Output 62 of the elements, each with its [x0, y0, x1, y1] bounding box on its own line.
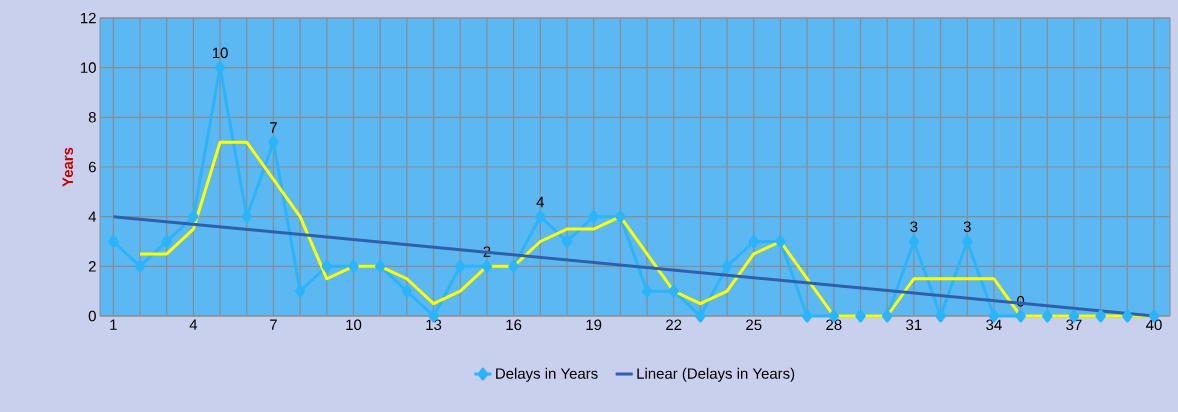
point: [908, 235, 920, 248]
x-tick-label: 28: [826, 319, 842, 331]
data-label: 3: [910, 221, 918, 232]
point: [401, 284, 413, 298]
x-tick-label: 22: [666, 319, 682, 330]
point: [881, 309, 893, 323]
x-tick-label: 1: [110, 319, 117, 330]
x-tick-label: 13: [426, 319, 442, 331]
point: [454, 259, 466, 273]
point: [188, 210, 199, 224]
data-label: 10: [212, 47, 228, 59]
x-tick-label: 31: [906, 319, 922, 331]
point: [1015, 309, 1026, 323]
x-tick-label: 25: [746, 319, 762, 331]
x-tick-label: 4: [189, 319, 198, 330]
point: [134, 259, 146, 273]
data-label: 7: [270, 122, 277, 133]
y-tick-label: 6: [88, 161, 96, 173]
point: [108, 235, 119, 248]
x-tick-label: 40: [1146, 319, 1162, 331]
point: [535, 210, 546, 224]
point: [775, 235, 786, 248]
x-tick-label: 37: [1066, 319, 1082, 331]
point: [1095, 309, 1106, 323]
point: [268, 135, 279, 149]
point: [615, 210, 626, 224]
y-tick-label: 12: [81, 12, 96, 24]
y-tick-label: 8: [88, 112, 96, 123]
point: [481, 259, 493, 273]
point: [935, 309, 946, 323]
point: [374, 259, 386, 273]
point: [348, 259, 359, 273]
x-tick-label: 16: [506, 319, 522, 331]
point: [561, 235, 573, 248]
legend-label: Delays in Years: [496, 367, 598, 382]
data-label: 4: [536, 196, 545, 208]
point: [241, 210, 253, 224]
legend-label: Linear (Delays in Years): [637, 367, 795, 382]
point: [321, 259, 333, 273]
point: [695, 309, 706, 323]
point: [508, 259, 519, 273]
point: [1122, 309, 1133, 323]
y-axis-title: Years: [62, 147, 74, 187]
x-tick-label: 19: [586, 319, 602, 331]
point: [801, 309, 813, 323]
y-tick-label: 2: [88, 261, 96, 272]
x-tick-label: 34: [986, 319, 1002, 331]
point: [161, 235, 172, 248]
point: [641, 284, 653, 298]
y-tick-label: 4: [88, 211, 97, 222]
point: [961, 235, 973, 248]
point: [294, 284, 306, 298]
data-label: 3: [963, 221, 971, 232]
point: [721, 259, 733, 273]
x-tick-label: 10: [346, 319, 362, 331]
x-tick-label: 7: [270, 319, 277, 330]
point: [1042, 309, 1053, 323]
point: [668, 284, 679, 298]
point: [855, 309, 866, 323]
y-tick-label: 10: [81, 62, 96, 73]
point: [588, 210, 599, 224]
y-tick-label: 0: [88, 310, 96, 322]
